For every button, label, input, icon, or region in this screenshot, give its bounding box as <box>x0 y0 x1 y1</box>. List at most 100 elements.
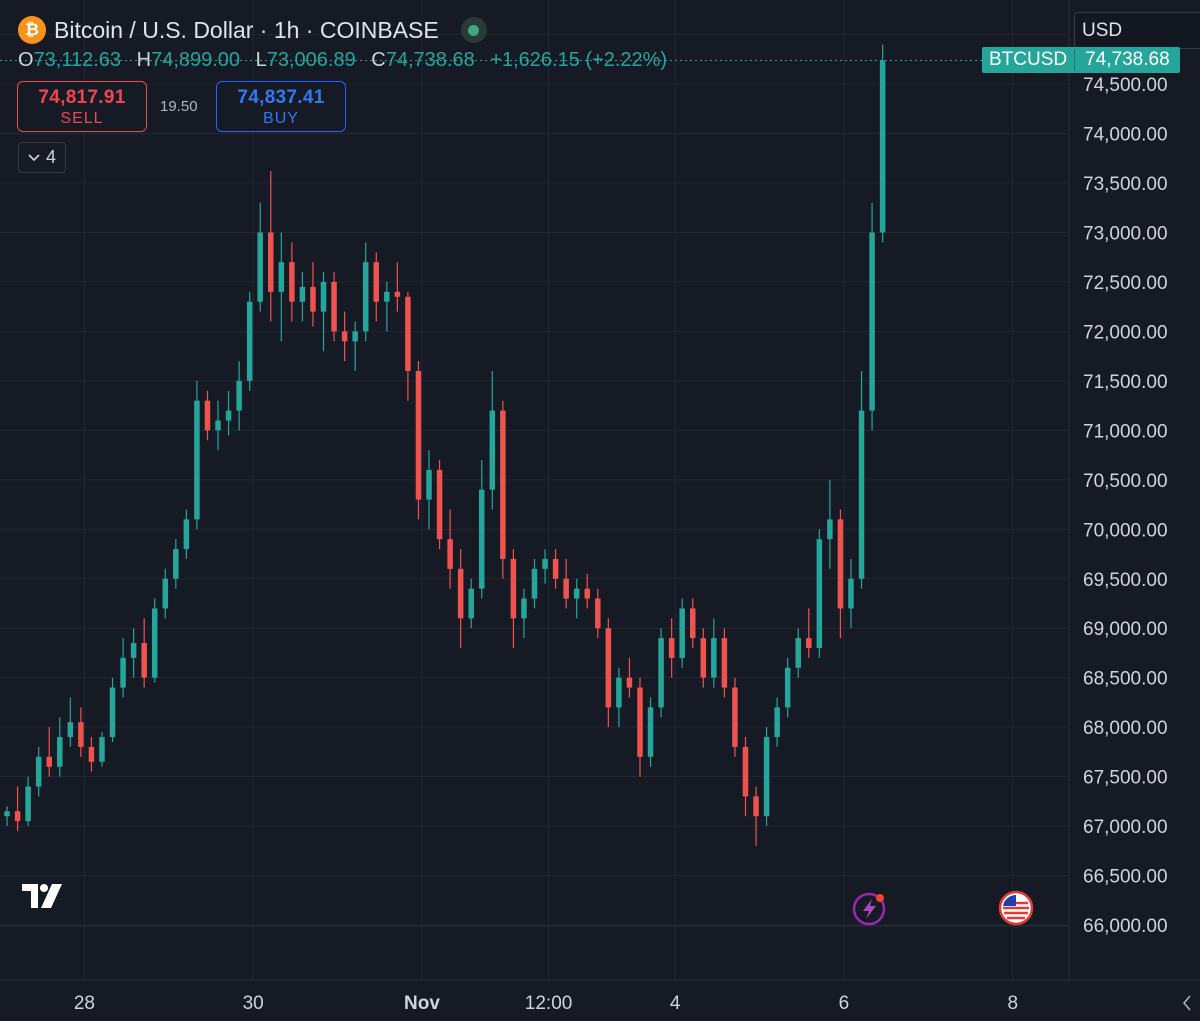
price-tick-label: 66,500.00 <box>1083 867 1168 888</box>
sell-button[interactable]: 74,817.91 SELL <box>17 81 147 132</box>
candle <box>531 558 538 609</box>
price-tick-label: 69,500.00 <box>1083 570 1168 591</box>
candle <box>299 272 306 322</box>
close-value: 74,738.68 <box>385 49 475 71</box>
candle <box>858 370 865 589</box>
candle <box>700 628 707 688</box>
tradingview-logo-icon[interactable] <box>22 884 70 910</box>
candle <box>35 746 42 797</box>
candle <box>848 558 854 629</box>
us-flag-icon[interactable] <box>998 890 1034 926</box>
candle <box>46 727 52 777</box>
candle <box>763 727 770 827</box>
candle <box>173 539 179 589</box>
candle <box>457 549 464 649</box>
symbol-header[interactable]: ₿ Bitcoin / U.S. Dollar · 1h · COINBASE <box>18 14 487 46</box>
candle <box>394 262 401 312</box>
indicators-count: 4 <box>45 147 56 167</box>
open-value: 73,112.63 <box>33 49 122 71</box>
candle <box>215 400 221 451</box>
candle <box>120 638 126 698</box>
buy-button[interactable]: 74,837.41 BUY <box>216 81 346 132</box>
time-tick-label: 8 <box>1007 993 1018 1014</box>
symbol-title[interactable]: Bitcoin / U.S. Dollar · 1h · COINBASE <box>54 16 439 43</box>
candle <box>573 578 580 619</box>
candle <box>57 717 63 777</box>
price-tick-label: 72,500.00 <box>1083 273 1168 294</box>
time-tick-label: 6 <box>839 993 850 1014</box>
ohlc-legend: O73,112.63 H74,899.00 L73,006.89 C74,738… <box>18 49 667 72</box>
candle <box>879 44 886 243</box>
price-tick-label: 67,000.00 <box>1083 817 1168 838</box>
price-tick-label: 67,500.00 <box>1083 768 1168 789</box>
candle <box>468 578 474 629</box>
candle-series <box>4 44 886 846</box>
candle <box>721 628 728 698</box>
candle <box>542 549 548 584</box>
market-status-icon[interactable] <box>460 17 487 43</box>
candle <box>500 400 506 579</box>
candle <box>774 697 780 747</box>
price-tick-label: 73,500.00 <box>1083 174 1168 195</box>
candle <box>109 677 116 742</box>
candle <box>753 786 759 846</box>
time-tick-label: 12:00 <box>525 993 573 1014</box>
candle <box>668 618 675 678</box>
candle <box>373 252 380 322</box>
candle <box>816 529 823 658</box>
price-tick-label: 68,000.00 <box>1083 718 1168 739</box>
candle <box>204 390 211 441</box>
flash-icon[interactable] <box>852 891 888 927</box>
candle <box>436 460 443 550</box>
time-tick-label: 4 <box>670 993 681 1014</box>
price-tick-label: 74,000.00 <box>1083 125 1168 146</box>
buy-price: 74,837.41 <box>237 87 325 108</box>
candle <box>679 598 685 668</box>
candle <box>67 697 74 747</box>
candle <box>246 291 253 391</box>
last-price-label: BTCUSD 74,738.68 <box>982 47 1180 74</box>
price-tick-label: 66,000.00 <box>1083 916 1168 937</box>
currency-selector[interactable]: USD <box>1074 12 1200 49</box>
price-tick-label: 74,500.00 <box>1083 75 1168 96</box>
candle <box>616 667 622 728</box>
time-axis[interactable]: 28 30 Nov 12:00 4 6 8 <box>74 993 1018 1014</box>
candle <box>236 361 242 431</box>
price-tick-label: 70,500.00 <box>1083 471 1168 492</box>
candle <box>647 697 654 767</box>
time-tick-label: Nov <box>404 993 440 1014</box>
chevron-down-icon <box>28 153 40 161</box>
candle <box>689 598 696 649</box>
candle <box>626 657 633 698</box>
candle <box>837 509 844 639</box>
change-value: +1,626.15 (+2.22%) <box>490 49 668 71</box>
candle <box>637 677 643 777</box>
candle <box>25 776 31 827</box>
candle <box>341 311 348 362</box>
price-tick-label: 73,000.00 <box>1083 223 1168 244</box>
scroll-left-icon[interactable] <box>1183 995 1191 1011</box>
spread-value: 19.50 <box>160 98 198 115</box>
price-tick-label: 70,000.00 <box>1083 520 1168 541</box>
indicators-toggle-button[interactable]: 4 <box>18 142 66 173</box>
candle <box>795 628 801 678</box>
price-tick-label: 72,000.00 <box>1083 322 1168 343</box>
candle <box>479 460 485 599</box>
candle <box>141 618 147 688</box>
candle <box>563 558 569 609</box>
price-tick-label: 71,000.00 <box>1083 421 1168 442</box>
candle <box>732 677 738 757</box>
time-tick-label: 28 <box>74 993 95 1014</box>
buy-label: BUY <box>263 110 299 127</box>
low-label: L <box>255 49 267 71</box>
price-tick-label: 68,500.00 <box>1083 669 1168 690</box>
candle <box>99 732 105 767</box>
candle <box>194 380 200 530</box>
time-tick-label: 30 <box>243 993 264 1014</box>
candle <box>827 479 833 569</box>
candle <box>521 588 527 639</box>
candle <box>384 281 390 332</box>
candle <box>130 628 137 678</box>
